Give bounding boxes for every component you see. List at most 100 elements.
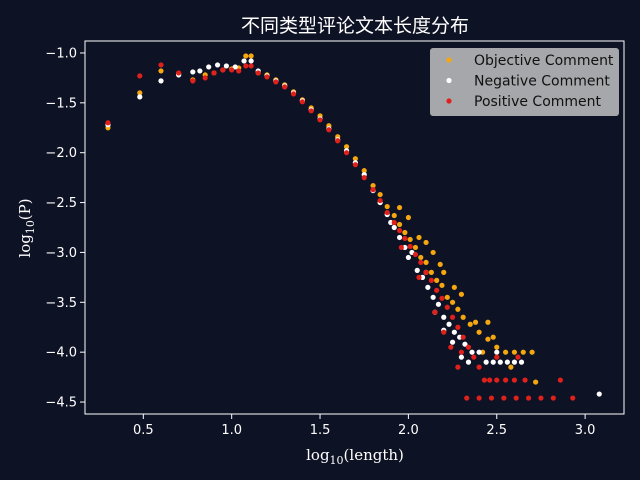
y-tick-label: −3.5 xyxy=(45,296,77,311)
legend-label: Negative Comment xyxy=(474,74,610,90)
data-point xyxy=(229,67,235,73)
data-point xyxy=(202,75,208,81)
data-point xyxy=(494,344,500,350)
data-point xyxy=(335,138,341,144)
data-point xyxy=(391,212,397,219)
data-point xyxy=(455,306,461,312)
data-point xyxy=(214,62,221,68)
data-point xyxy=(248,63,254,69)
data-point xyxy=(326,127,332,133)
data-point xyxy=(241,58,247,64)
legend-marker xyxy=(446,57,452,63)
legend-marker xyxy=(446,98,452,104)
data-point xyxy=(423,269,429,275)
data-point xyxy=(264,74,270,80)
data-point xyxy=(197,68,203,74)
data-point xyxy=(476,329,482,335)
x-axis-label-main: log xyxy=(306,446,330,464)
x-axis-label: log10(length) xyxy=(306,446,404,467)
x-axis-label-rest: (length) xyxy=(344,446,404,464)
data-point xyxy=(441,269,447,275)
data-point xyxy=(418,254,424,261)
data-point xyxy=(377,197,383,204)
data-point xyxy=(248,53,254,59)
data-point xyxy=(487,377,493,383)
y-tick-label: −4.5 xyxy=(45,396,77,411)
x-axis: 0.5 1.0 1.5 2.0 2.5 3.0 xyxy=(133,414,595,438)
data-point xyxy=(446,321,452,327)
data-point xyxy=(190,69,196,75)
y-axis-label: log10(P) xyxy=(16,198,37,257)
data-point xyxy=(412,244,419,251)
data-point xyxy=(444,304,450,310)
chart-title: 不同类型评论文本长度分布 xyxy=(241,15,469,37)
data-point xyxy=(451,284,457,290)
data-point xyxy=(416,274,422,280)
legend-label: Objective Comment xyxy=(474,53,614,69)
data-point xyxy=(485,336,491,342)
data-point xyxy=(520,349,526,355)
data-point xyxy=(439,282,445,288)
data-point xyxy=(432,309,438,315)
data-point xyxy=(343,144,350,150)
data-point xyxy=(418,259,424,266)
data-point xyxy=(396,227,403,234)
data-point xyxy=(455,324,461,330)
data-point xyxy=(137,94,143,100)
data-point xyxy=(211,70,217,76)
data-point xyxy=(538,395,544,401)
data-point xyxy=(361,168,367,174)
data-point xyxy=(497,359,503,365)
legend-box xyxy=(430,48,619,116)
data-point xyxy=(243,63,249,69)
data-point xyxy=(511,349,518,355)
x-tick-label: 2.0 xyxy=(398,423,419,438)
data-point xyxy=(511,377,518,383)
data-point xyxy=(481,377,487,383)
data-point xyxy=(290,91,297,97)
data-point xyxy=(391,219,397,226)
data-point xyxy=(518,359,525,365)
data-point xyxy=(223,63,229,69)
data-point xyxy=(449,314,456,320)
x-tick-label: 1.5 xyxy=(310,423,331,438)
x-tick-label: 2.5 xyxy=(486,423,507,438)
data-point xyxy=(501,395,507,401)
data-point xyxy=(476,395,482,401)
data-point xyxy=(299,99,305,105)
data-point xyxy=(232,64,238,70)
data-point xyxy=(248,58,254,64)
data-point xyxy=(525,395,532,401)
data-point xyxy=(485,319,491,325)
data-point xyxy=(476,349,482,355)
legend: Objective Comment Negative Comment Positiv… xyxy=(430,48,619,116)
data-point xyxy=(451,329,457,335)
y-axis: −1.0 −1.5 −2.0 −2.5 −3.0 −3.5 −4.0 −4.5 xyxy=(45,46,85,411)
series-positive-comment xyxy=(105,62,576,401)
data-point xyxy=(458,349,465,355)
data-point xyxy=(423,259,429,266)
data-point xyxy=(494,377,500,383)
data-point xyxy=(513,395,519,401)
data-point xyxy=(396,221,403,228)
data-point xyxy=(439,295,445,301)
data-point xyxy=(255,70,261,76)
data-point xyxy=(405,214,411,221)
data-point xyxy=(437,261,443,268)
data-point xyxy=(282,84,288,90)
data-point xyxy=(449,339,456,345)
data-point xyxy=(206,64,212,70)
data-point xyxy=(220,67,226,73)
data-point xyxy=(414,267,420,273)
data-point xyxy=(502,377,509,383)
data-point xyxy=(441,329,447,335)
data-point xyxy=(137,90,143,96)
data-point xyxy=(370,187,376,193)
data-point xyxy=(398,244,404,251)
data-point xyxy=(105,120,111,126)
data-point xyxy=(407,236,413,243)
data-point xyxy=(361,175,367,181)
data-point xyxy=(158,68,164,74)
data-point xyxy=(522,377,528,383)
data-point xyxy=(434,287,440,293)
